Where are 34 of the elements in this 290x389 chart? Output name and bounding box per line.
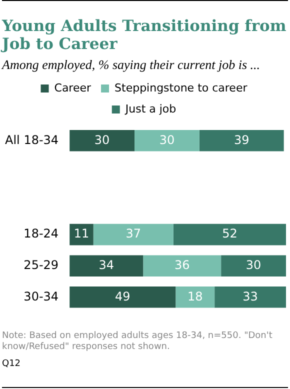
legend-label: Career	[54, 81, 92, 94]
data-label: 18	[187, 289, 203, 304]
data-label: 34	[98, 258, 114, 272]
bar	[93, 224, 174, 246]
data-label: 30	[94, 132, 110, 147]
bar	[70, 255, 144, 276]
bar	[221, 255, 286, 276]
y-tick-label: 25-29	[24, 258, 59, 272]
text: Note: Based on employed adults ages 18-34, n=550. "Don't know/Refused" responses not shown.	[2, 331, 274, 353]
bar	[199, 130, 284, 152]
y-tick-label: 30-34	[24, 289, 59, 304]
bar	[214, 286, 286, 308]
data-label: 33	[242, 289, 258, 304]
bar	[173, 224, 286, 246]
bar	[176, 286, 215, 308]
data-label: 39	[234, 132, 250, 147]
legend-label: Steppingstone to career	[114, 81, 248, 94]
data-label: 37	[126, 226, 142, 241]
bar	[143, 255, 222, 276]
data-label: 49	[114, 289, 130, 304]
data-label: 52	[222, 226, 238, 241]
y-tick-label: All 18-34	[5, 132, 59, 147]
bar	[70, 286, 176, 308]
bar	[134, 130, 200, 152]
data-label: 11	[74, 226, 90, 241]
data-label: 30	[246, 258, 262, 272]
data-label: 30	[159, 132, 175, 147]
text: Q12	[2, 359, 22, 369]
bar	[70, 130, 134, 152]
chart-title: Young Adults Transitioning from Job to Career	[2, 16, 288, 53]
data-label: 36	[174, 258, 190, 272]
legend-label: Just a job	[124, 102, 176, 116]
y-tick-label: 18-24	[24, 226, 59, 241]
chart-subtitle: Among employed, % saying their current job is ...	[2, 57, 262, 73]
